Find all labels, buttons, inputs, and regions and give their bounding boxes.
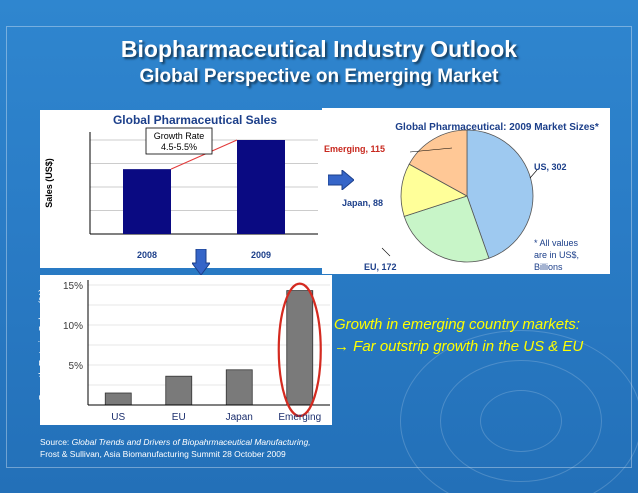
growth-category-label: Emerging xyxy=(278,412,321,423)
sales-chart-panel: Growth Rate 4.5-5.5% Global Pharmaceutic… xyxy=(40,110,322,268)
growth-category-label: US xyxy=(111,412,125,423)
growth-bar xyxy=(165,375,193,406)
ripple-decoration xyxy=(440,360,602,482)
sales-growth-annotation-line1: Growth Rate xyxy=(154,131,205,141)
source-citation: Source: Global Trends and Drivers of Bio… xyxy=(40,436,311,460)
source-line2: Frost & Sullivan, Asia Biomanufacturing … xyxy=(40,449,286,459)
growth-bar xyxy=(104,392,132,406)
growth-bar xyxy=(286,290,314,406)
growth-category-label: Japan xyxy=(226,412,253,423)
right-arrow-icon xyxy=(328,170,354,190)
slide-frame xyxy=(6,26,632,468)
sales-growth-annotation-box xyxy=(145,127,213,155)
pie-slices xyxy=(400,129,534,263)
market-size-pie-chart: Global Pharmaceutical: 2009 Market Sizes… xyxy=(324,122,599,272)
pie-label-japan: Japan, 88 xyxy=(342,198,383,208)
pie-note-line2: are in US$, xyxy=(534,250,579,260)
pie-label-emerging: Emerging, 115 xyxy=(324,144,385,154)
growth-chart: 5% 10% 15% US EU Japan Emerging xyxy=(63,280,330,423)
pie-slice-us xyxy=(466,129,534,259)
pie-leader-eu xyxy=(381,247,391,257)
sales-growth-annotation-line2: 4.5-5.5% xyxy=(161,142,197,152)
sales-bar xyxy=(123,169,171,234)
sales-y-axis-label: Sales (US$) xyxy=(44,158,54,208)
pie-note-line3: Billions xyxy=(534,262,563,272)
slide-subtitle: Global Perspective on Emerging Market xyxy=(139,66,499,87)
pie-slice-eu xyxy=(403,195,490,263)
pie-leader-emerging xyxy=(409,147,453,153)
growth-y-tick-label: 10% xyxy=(63,321,83,332)
growth-bars xyxy=(104,290,314,406)
sales-category-label: 2009 xyxy=(251,250,271,260)
growth-bar xyxy=(225,369,253,406)
sales-growth-connector xyxy=(170,139,238,170)
growth-category-label: EU xyxy=(172,412,186,423)
pie-note-line1: * All values xyxy=(534,238,579,248)
growth-y-tick-label: 15% xyxy=(63,281,83,292)
ripple-decoration xyxy=(480,390,562,452)
growth-category-labels: US EU Japan Emerging xyxy=(111,412,321,423)
pie-chart-title: Global Pharmaceutical: 2009 Market Sizes… xyxy=(395,122,599,133)
pie-label-us: US, 302 xyxy=(534,162,567,172)
headline-line2: → Far outstrip growth in the US & EU xyxy=(334,338,584,355)
slide-title: Biopharmaceutical Industry Outlook xyxy=(120,36,518,62)
source-title: Global Trends and Drivers of Biopahrmace… xyxy=(71,437,311,447)
sales-category-label: 2008 xyxy=(137,250,157,260)
source-label: Source: xyxy=(40,437,70,447)
pie-label-eu: EU, 172 xyxy=(364,262,397,272)
sales-bars xyxy=(123,140,285,234)
sales-category-labels: 2008 2009 xyxy=(137,250,271,260)
emerging-highlight-ellipse xyxy=(277,282,322,418)
headline: Growth in emerging country markets: → Fa… xyxy=(334,314,583,358)
down-arrow-icon xyxy=(192,249,210,275)
growth-y-axis-label: Growth Rate in Sales (%) xyxy=(38,289,49,402)
sales-chart: Growth Rate 4.5-5.5% Global Pharmaceutic… xyxy=(44,113,318,260)
growth-y-axis-label-holder: Growth Rate in Sales (%) xyxy=(38,289,49,402)
growth-y-tick-labels: 5% 10% 15% xyxy=(63,281,83,372)
pie-slice-emerging xyxy=(408,129,468,197)
pie-leader-us xyxy=(529,169,538,179)
ripple-decoration xyxy=(400,330,638,493)
market-size-panel: Global Pharmaceutical: 2009 Market Sizes… xyxy=(322,108,610,274)
sales-chart-title: Global Pharmaceutical Sales xyxy=(113,113,277,127)
growth-chart-panel: 5% 10% 15% US EU Japan Emerging xyxy=(40,275,332,425)
sales-bar xyxy=(237,140,285,234)
growth-y-tick-label: 5% xyxy=(69,361,84,372)
headline-line1: Growth in emerging country markets: xyxy=(334,316,580,333)
